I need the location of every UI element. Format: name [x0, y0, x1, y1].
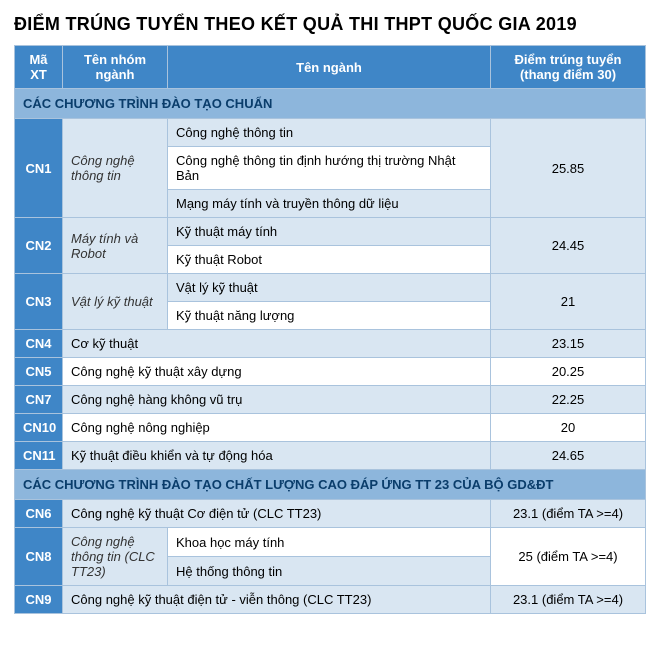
- score-cn11: 24.65: [491, 442, 646, 470]
- major-cn1-2: Công nghệ thông tin định hướng thị trườn…: [168, 147, 491, 190]
- score-cn10: 20: [491, 414, 646, 442]
- score-cn9: 23.1 (điểm TA >=4): [491, 586, 646, 614]
- score-cn7: 22.25: [491, 386, 646, 414]
- major-cn9: Công nghệ kỹ thuật điện tử - viễn thông …: [63, 586, 491, 614]
- major-cn2-1: Kỹ thuật máy tính: [168, 218, 491, 246]
- code-cn7: CN7: [15, 386, 63, 414]
- score-cn6: 23.1 (điểm TA >=4): [491, 500, 646, 528]
- admission-table: Mã XT Tên nhóm ngành Tên ngành Điểm trún…: [14, 45, 646, 614]
- score-cn8: 25 (điểm TA >=4): [491, 528, 646, 586]
- major-cn8-1: Khoa học máy tính: [168, 528, 491, 557]
- major-cn1-3: Mạng máy tính và truyền thông dữ liệu: [168, 190, 491, 218]
- row-cn4: CN4 Cơ kỹ thuật 23.15: [15, 330, 646, 358]
- row-cn10: CN10 Công nghệ nông nghiệp 20: [15, 414, 646, 442]
- major-cn3-2: Kỹ thuật năng lượng: [168, 302, 491, 330]
- header-code: Mã XT: [15, 46, 63, 89]
- score-cn1: 25.85: [491, 119, 646, 218]
- major-cn3-1: Vật lý kỹ thuật: [168, 274, 491, 302]
- section-2-label: CÁC CHƯƠNG TRÌNH ĐÀO TẠO CHẤT LƯỢNG CAO …: [15, 470, 646, 500]
- code-cn4: CN4: [15, 330, 63, 358]
- major-cn8-2: Hệ thống thông tin: [168, 557, 491, 586]
- code-cn3: CN3: [15, 274, 63, 330]
- row-cn5: CN5 Công nghệ kỹ thuật xây dựng 20.25: [15, 358, 646, 386]
- header-major: Tên ngành: [168, 46, 491, 89]
- header-score: Điểm trúng tuyển (thang điểm 30): [491, 46, 646, 89]
- code-cn8: CN8: [15, 528, 63, 586]
- score-cn4: 23.15: [491, 330, 646, 358]
- code-cn11: CN11: [15, 442, 63, 470]
- code-cn5: CN5: [15, 358, 63, 386]
- group-cn1: Công nghệ thông tin: [63, 119, 168, 218]
- score-cn5: 20.25: [491, 358, 646, 386]
- major-cn1-1: Công nghệ thông tin: [168, 119, 491, 147]
- major-cn4: Cơ kỹ thuật: [63, 330, 491, 358]
- header-group: Tên nhóm ngành: [63, 46, 168, 89]
- group-cn2: Máy tính và Robot: [63, 218, 168, 274]
- row-cn7: CN7 Công nghệ hàng không vũ trụ 22.25: [15, 386, 646, 414]
- table-header: Mã XT Tên nhóm ngành Tên ngành Điểm trún…: [15, 46, 646, 89]
- row-cn2-1: CN2 Máy tính và Robot Kỹ thuật máy tính …: [15, 218, 646, 246]
- group-cn8: Công nghệ thông tin (CLC TT23): [63, 528, 168, 586]
- row-cn9: CN9 Công nghệ kỹ thuật điện tử - viễn th…: [15, 586, 646, 614]
- page-title: ĐIỂM TRÚNG TUYỂN THEO KẾT QUẢ THI THPT Q…: [14, 14, 646, 35]
- row-cn1-1: CN1 Công nghệ thông tin Công nghệ thông …: [15, 119, 646, 147]
- row-cn11: CN11 Kỹ thuật điều khiển và tự động hóa …: [15, 442, 646, 470]
- code-cn10: CN10: [15, 414, 63, 442]
- major-cn5: Công nghệ kỹ thuật xây dựng: [63, 358, 491, 386]
- group-cn3: Vật lý kỹ thuật: [63, 274, 168, 330]
- major-cn7: Công nghệ hàng không vũ trụ: [63, 386, 491, 414]
- code-cn1: CN1: [15, 119, 63, 218]
- code-cn9: CN9: [15, 586, 63, 614]
- row-cn6: CN6 Công nghệ kỹ thuật Cơ điện tử (CLC T…: [15, 500, 646, 528]
- code-cn2: CN2: [15, 218, 63, 274]
- score-cn3: 21: [491, 274, 646, 330]
- code-cn6: CN6: [15, 500, 63, 528]
- major-cn2-2: Kỹ thuật Robot: [168, 246, 491, 274]
- section-1: CÁC CHƯƠNG TRÌNH ĐÀO TẠO CHUẨN: [15, 89, 646, 119]
- row-cn3-1: CN3 Vật lý kỹ thuật Vật lý kỹ thuật 21: [15, 274, 646, 302]
- major-cn11: Kỹ thuật điều khiển và tự động hóa: [63, 442, 491, 470]
- major-cn10: Công nghệ nông nghiệp: [63, 414, 491, 442]
- section-2: CÁC CHƯƠNG TRÌNH ĐÀO TẠO CHẤT LƯỢNG CAO …: [15, 470, 646, 500]
- score-cn2: 24.45: [491, 218, 646, 274]
- section-1-label: CÁC CHƯƠNG TRÌNH ĐÀO TẠO CHUẨN: [15, 89, 646, 119]
- row-cn8-1: CN8 Công nghệ thông tin (CLC TT23) Khoa …: [15, 528, 646, 557]
- major-cn6: Công nghệ kỹ thuật Cơ điện tử (CLC TT23): [63, 500, 491, 528]
